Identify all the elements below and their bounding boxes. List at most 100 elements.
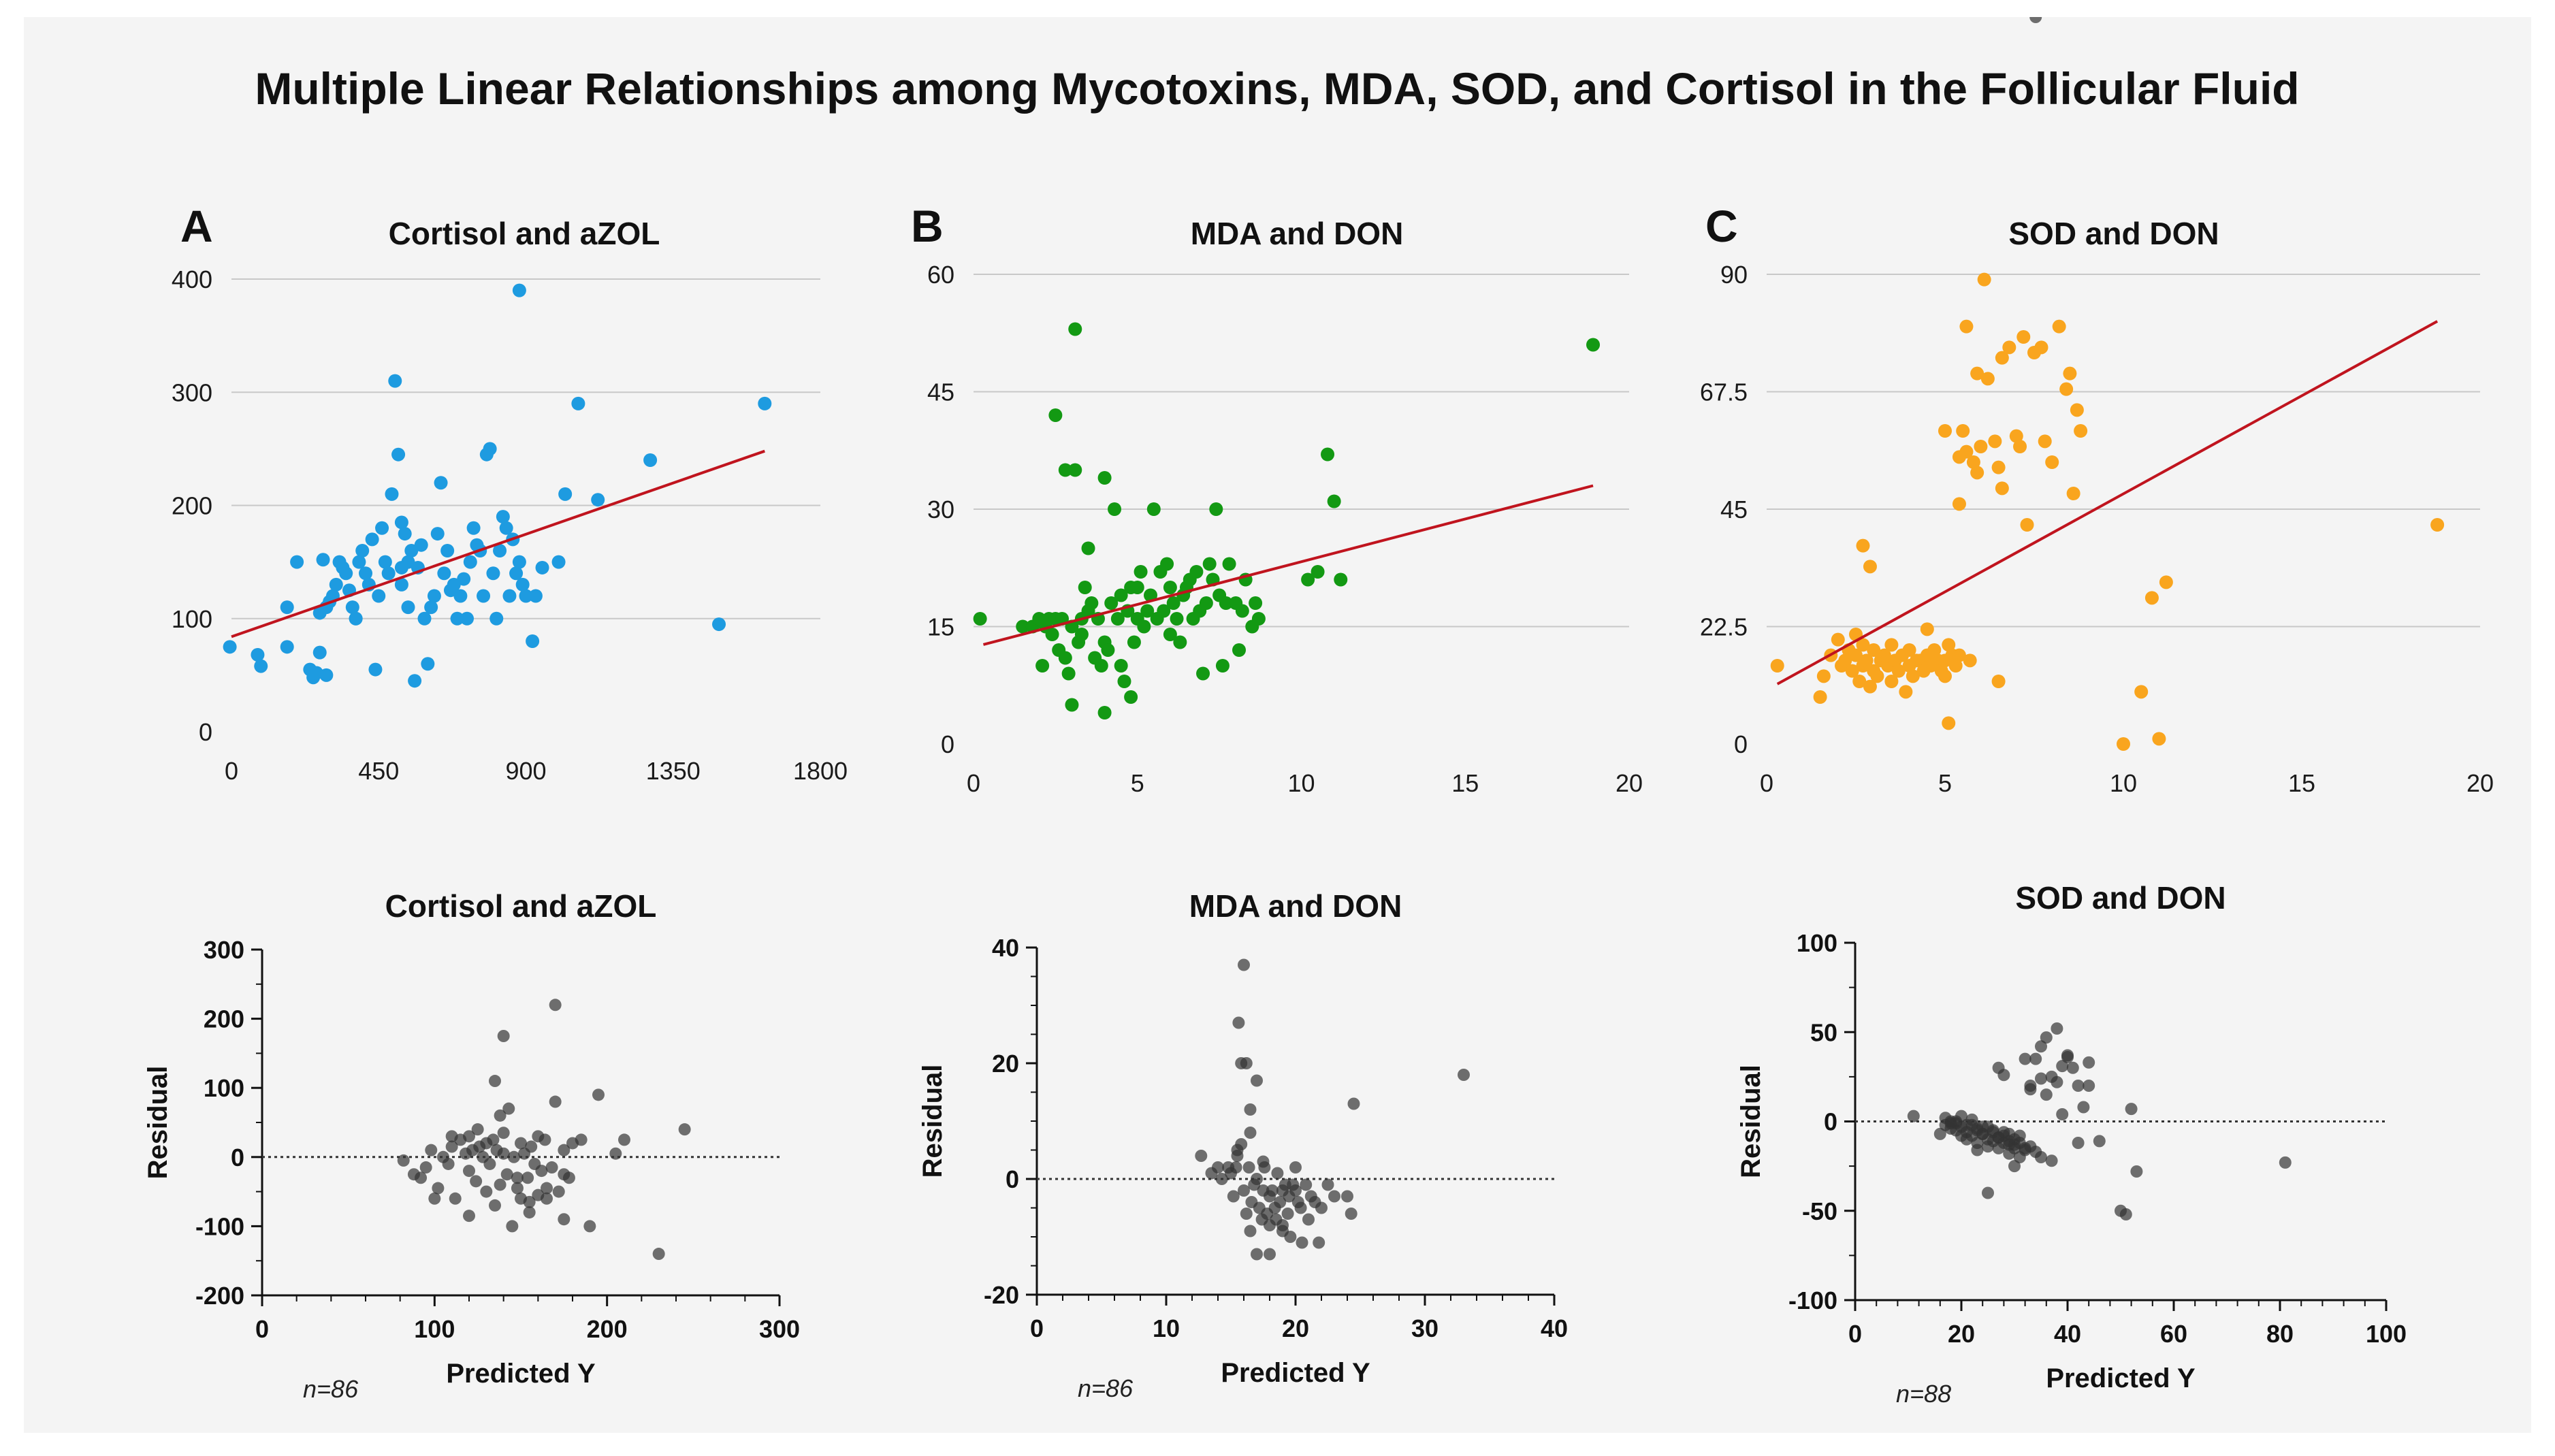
y-tick-label: 0: [199, 718, 212, 746]
data-point: [460, 611, 474, 626]
residual-point: [2040, 1088, 2053, 1101]
residual-point: [415, 1171, 428, 1184]
y-tick-label: 22.5: [1700, 613, 1748, 641]
x-tick-label: 80: [2266, 1320, 2294, 1348]
data-point: [398, 527, 412, 541]
residual-point: [1264, 1219, 1276, 1231]
data-point: [355, 544, 370, 557]
x-tick-label: 450: [358, 757, 399, 785]
panel-letter: B: [911, 201, 944, 251]
residual-point: [1313, 1236, 1325, 1249]
data-point: [1249, 596, 1263, 610]
residual-point: [558, 1168, 571, 1181]
data-point: [394, 577, 408, 592]
y-tick-label: 100: [204, 1074, 244, 1102]
y-tick-label: 67.5: [1700, 378, 1748, 406]
chart-title: MDA and DON: [1189, 888, 1402, 924]
data-point: [339, 566, 353, 581]
data-point: [1963, 653, 1977, 668]
data-point: [1222, 557, 1236, 571]
residual-point: [2008, 1138, 2021, 1151]
data-point: [1065, 698, 1079, 712]
data-point: [1078, 581, 1092, 594]
residual-point: [506, 1220, 519, 1233]
data-point: [1838, 653, 1852, 668]
data-point: [591, 493, 605, 507]
data-point: [2063, 366, 2077, 381]
residual-point: [558, 1144, 571, 1156]
y-tick-label: 90: [1720, 261, 1748, 289]
x-tick-label: 0: [1760, 769, 1773, 797]
residual-point: [1240, 1057, 1253, 1069]
residual-point: [549, 999, 562, 1012]
data-point: [2045, 455, 2059, 469]
residual-point: [2077, 1101, 2090, 1114]
data-point: [1334, 572, 1348, 587]
x-tick-label: 20: [1282, 1314, 1309, 1342]
data-point: [2052, 319, 2066, 334]
x-axis-label: Predicted Y: [1221, 1358, 1370, 1388]
residual-point: [1289, 1184, 1302, 1197]
data-point: [1586, 338, 1601, 352]
data-point: [1831, 632, 1845, 647]
residual-point: [1238, 1184, 1250, 1197]
residual-point: [487, 1133, 500, 1146]
residual-point: [497, 1030, 510, 1042]
regression-line: [231, 449, 765, 638]
residual-point: [2040, 1031, 2053, 1044]
data-point: [496, 510, 510, 524]
y-tick-label: 400: [172, 265, 212, 293]
residual-point: [1933, 1127, 1946, 1140]
y-tick-label: -100: [195, 1212, 244, 1240]
data-point: [375, 521, 389, 535]
residual-point: [592, 1088, 605, 1101]
y-tick-label: -50: [1802, 1197, 1837, 1225]
data-point: [2016, 330, 2031, 344]
data-point: [489, 611, 504, 626]
residual-point: [2083, 1056, 2095, 1069]
data-point: [427, 589, 441, 603]
residual-point: [552, 1185, 565, 1198]
y-tick-label: 0: [1006, 1165, 1019, 1193]
residual-point: [609, 1147, 622, 1160]
data-point: [1813, 690, 1827, 704]
data-point: [2159, 575, 2173, 589]
residual-point: [2035, 1040, 2047, 1053]
residual-point: [652, 1248, 665, 1261]
data-point: [1977, 272, 1991, 287]
chart-b: 0 15 30 45 60 0 5 10 15 20 B MDA and DON: [911, 201, 1643, 797]
residual-point: [2056, 1060, 2069, 1073]
data-point: [1311, 565, 1325, 579]
y-tick-label: 50: [1810, 1018, 1837, 1046]
y-tick-label: 0: [941, 730, 954, 758]
residual-point: [497, 1127, 510, 1139]
residual-point: [541, 1182, 553, 1195]
residual-point: [2051, 1022, 2063, 1035]
data-point: [1995, 351, 2009, 365]
residual-point: [523, 1195, 536, 1208]
residual-point: [2125, 1103, 2138, 1116]
data-point: [466, 521, 481, 535]
x-tick-label: 300: [759, 1315, 800, 1343]
x-tick-label: 10: [1153, 1314, 1180, 1342]
data-point: [280, 600, 294, 615]
data-point: [1235, 604, 1249, 618]
data-point: [1144, 588, 1158, 602]
data-point: [1966, 455, 1980, 469]
data-point: [1130, 581, 1144, 594]
residual-point: [489, 1075, 501, 1088]
x-tick-label: 10: [1287, 769, 1315, 797]
y-tick-label: 300: [172, 378, 212, 406]
residual-point: [1232, 1016, 1245, 1029]
residual-point: [1907, 1110, 1920, 1122]
data-point: [1189, 565, 1204, 579]
chart-c: 0 22.5 45 67.5 90 0 5 10 15 20 C SOD and DON: [1700, 201, 2494, 797]
data-point: [512, 555, 526, 569]
data-point: [316, 553, 330, 567]
residual-point: [1347, 1097, 1360, 1110]
y-tick-label: -100: [1788, 1287, 1837, 1314]
data-point: [1108, 502, 1122, 516]
sample-size-label: n=88: [1896, 1380, 1951, 1408]
data-point: [2144, 591, 2159, 605]
residual-point: [1212, 1161, 1224, 1174]
